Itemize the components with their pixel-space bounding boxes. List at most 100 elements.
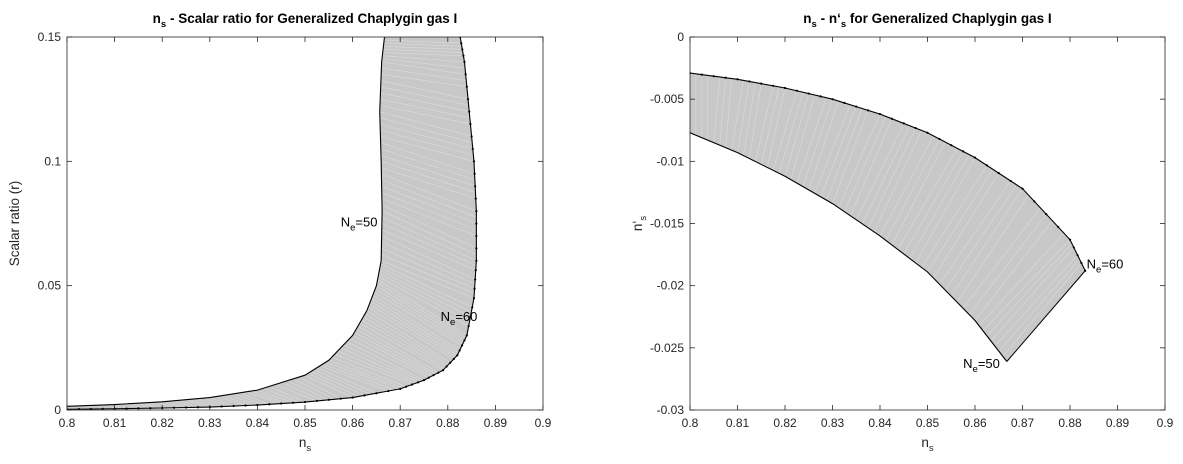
x-tick-label: 0.81: [103, 416, 127, 430]
mesh-line: [378, 272, 470, 322]
series-point-ne60: [473, 287, 476, 290]
mesh-line: [814, 104, 851, 194]
series-point-ne60: [474, 197, 477, 200]
mesh-line: [185, 399, 210, 408]
mesh-line: [269, 386, 306, 403]
mesh-line: [343, 344, 422, 382]
mesh-line: [114, 404, 121, 409]
mesh-line: [346, 341, 425, 381]
series-point-ne60: [244, 404, 247, 407]
mesh-line: [772, 90, 798, 171]
mesh-line: [298, 376, 341, 399]
mesh-line: [102, 404, 109, 410]
mesh-line: [379, 269, 471, 318]
mesh-line: [381, 210, 477, 255]
mesh-line: [384, 39, 462, 44]
mesh-line: [382, 55, 465, 63]
mesh-line: [378, 276, 469, 327]
mesh-line: [982, 239, 1071, 331]
mesh-line: [191, 398, 216, 408]
curve-annotation-text: =60: [1101, 257, 1123, 272]
series-point-ne60: [474, 269, 477, 272]
plot-title-text: for Generalized Chaplygin gas I: [846, 11, 1052, 26]
y-tick-label: -0.03: [657, 403, 685, 417]
mesh-line: [380, 129, 474, 156]
mesh-line: [364, 313, 449, 365]
mesh-line: [790, 94, 815, 180]
curve-annotation: Ne=50: [963, 356, 1000, 375]
mesh-line: [381, 185, 477, 224]
mesh-line: [381, 179, 477, 218]
mesh-line: [903, 151, 964, 255]
y-tick-label: 0.15: [38, 30, 62, 44]
mesh-line: [381, 74, 467, 88]
y-axis-label: Scalar ratio (r): [7, 181, 22, 267]
plot-title-subscript: s: [161, 19, 166, 30]
mesh-line: [313, 369, 371, 395]
mesh-line: [233, 393, 264, 405]
y-tick-label: 0: [54, 403, 61, 417]
y-tick-label: -0.01: [657, 154, 685, 168]
series-point-ne60: [464, 73, 467, 76]
shaded-region: [67, 37, 477, 410]
series-point-ne60: [101, 407, 104, 410]
series-point-ne60: [303, 400, 307, 404]
x-tick-label: 0.85: [293, 416, 317, 430]
mesh-line: [927, 169, 994, 273]
mesh-line: [382, 52, 464, 56]
mesh-line: [832, 110, 869, 204]
mesh-line: [304, 374, 353, 398]
mesh-line: [150, 402, 163, 409]
mesh-line: [838, 113, 881, 208]
mesh-line: [328, 359, 404, 389]
mesh-line: [377, 279, 467, 336]
mesh-line: [197, 398, 222, 407]
series-point-ne60: [387, 389, 390, 393]
mesh-line: [956, 194, 1029, 303]
series-point-ne60: [427, 376, 430, 379]
mesh-line: [909, 154, 970, 259]
mesh-line: [1002, 262, 1082, 357]
series-point-ne60: [468, 110, 471, 113]
mesh-line: [162, 401, 181, 408]
mesh-line: [373, 291, 463, 346]
x-tick-label: 0.8: [59, 416, 76, 430]
mesh-line: [380, 263, 473, 308]
series-point-ne60: [736, 78, 739, 81]
mesh-line: [257, 389, 294, 404]
mesh-line: [719, 77, 726, 146]
series-point-ne60: [938, 137, 941, 141]
mesh-line: [372, 294, 460, 351]
series-point-ne60: [469, 315, 472, 318]
mesh-line: [356, 328, 437, 375]
plot-title: ns - Scalar ratio for Generalized Chaply…: [153, 11, 458, 30]
x-tick-label: 0.86: [341, 416, 365, 430]
curve-annotation-text: N: [1087, 257, 1096, 272]
y-axis-label-text: n‘: [630, 221, 645, 232]
curve-annotation-text: N: [963, 356, 972, 371]
mesh-line: [375, 288, 464, 344]
series-point-ne60: [474, 185, 477, 188]
mesh-line: [307, 373, 359, 397]
mesh-line: [126, 403, 139, 409]
mesh-line: [292, 378, 335, 400]
mesh-line: [287, 380, 329, 401]
mesh-line: [968, 213, 1047, 315]
mesh-line: [962, 207, 1041, 309]
mesh-line: [802, 99, 833, 187]
series-point-ne60: [466, 98, 470, 101]
mesh-line: [737, 81, 750, 153]
chart-ns-vs-scalar-ratio: 0.8 0.81 0.82 0.83 0.84 0.85 0.86 0.87 0.88 0.89 0…: [7, 11, 552, 454]
series-point-ne60: [843, 101, 846, 104]
series-point-ne60: [77, 408, 80, 410]
mesh-line: [381, 67, 467, 81]
mesh-line: [132, 403, 145, 409]
mesh-line: [221, 395, 252, 406]
mesh-line: [713, 76, 720, 143]
series-point-ne60: [902, 122, 905, 125]
x-tick-label: 0.9: [535, 416, 552, 430]
x-tick-label: 0.88: [436, 416, 460, 430]
series-point-ne60: [220, 405, 223, 408]
mesh-line: [108, 404, 115, 410]
series-point-ne60: [475, 234, 478, 238]
